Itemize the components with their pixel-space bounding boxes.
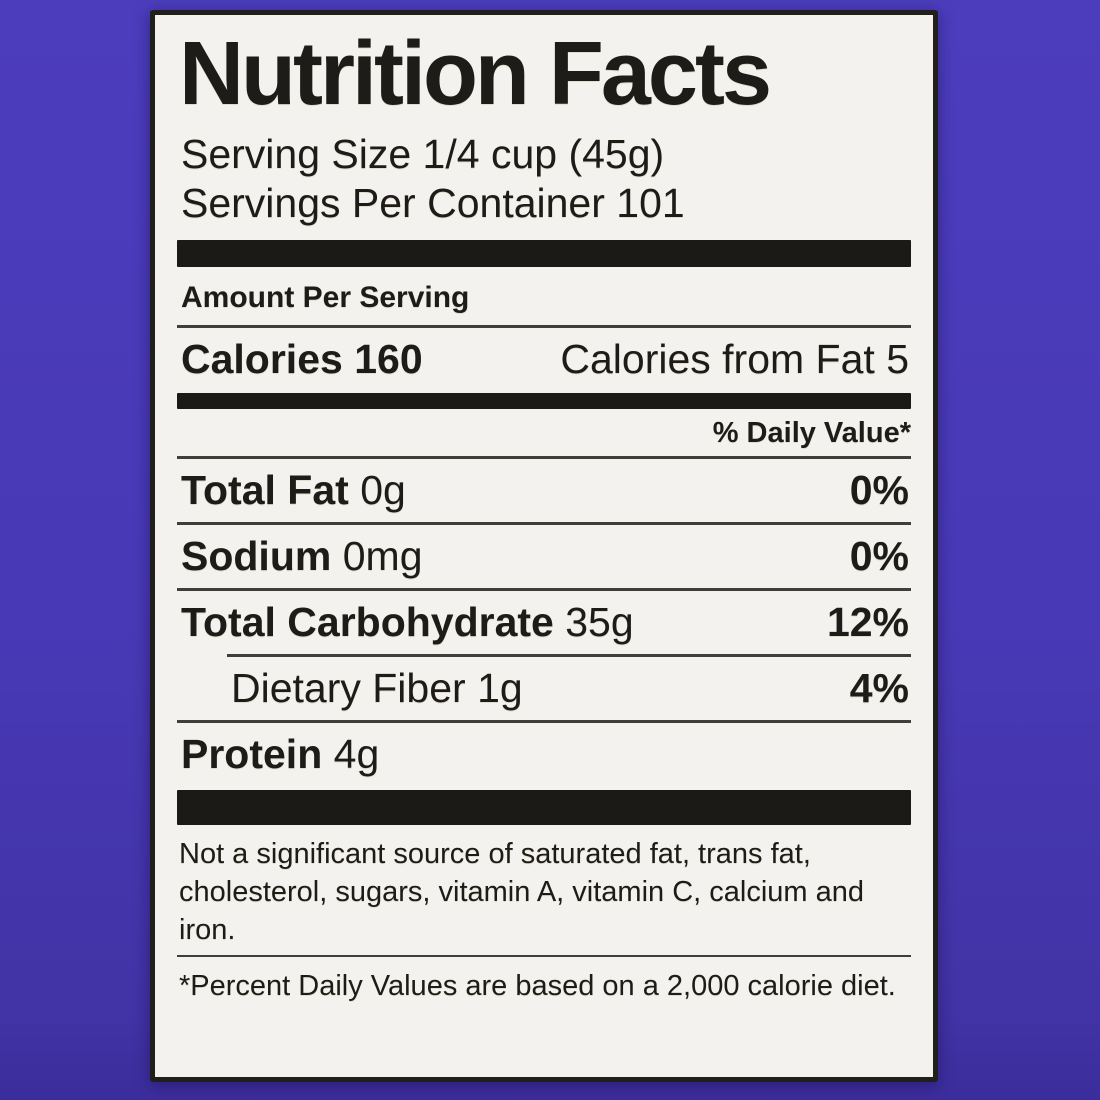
separator <box>177 719 911 723</box>
nutrient-text: Total Carbohydrate 35g <box>181 599 634 646</box>
nutrient-name: Protein <box>181 730 323 777</box>
thick-divider-top <box>177 239 911 267</box>
nutrient-name: Sodium <box>181 532 332 579</box>
thick-divider-calories <box>177 392 911 409</box>
daily-value-header: % Daily Value* <box>712 416 911 449</box>
nutrient-name: Dietary Fiber <box>231 664 466 711</box>
amount-per-serving-label: Amount Per Serving <box>181 280 470 314</box>
separator <box>177 455 911 459</box>
footnote-percent-daily-values: *Percent Daily Values are based on a 2,0… <box>179 969 896 1002</box>
separator <box>177 954 911 957</box>
nutrient-row-total-fat: Total Fat 0g 0% <box>177 459 911 522</box>
calories-label: Calories <box>181 335 343 382</box>
nutrient-name: Total Carbohydrate <box>181 598 554 645</box>
footnote-not-significant: Not a significant source of saturated fa… <box>179 837 864 946</box>
separator-indented <box>227 653 911 657</box>
calories-number: 160 <box>354 335 423 382</box>
nutrient-row-total-carbohydrate: Total Carbohydrate 35g 12% <box>177 591 911 654</box>
serving-info: Serving Size 1/4 cup (45g) Servings Per … <box>177 130 911 228</box>
nutrient-text: Dietary Fiber 1g <box>231 665 523 712</box>
nutrient-amount: 1g <box>477 664 523 711</box>
calories-value: Calories 160 <box>181 336 423 383</box>
nutrient-row-dietary-fiber: Dietary Fiber 1g 4% <box>177 657 911 720</box>
nutrient-daily-value: 4% <box>849 664 909 711</box>
calories-row: Calories 160 Calories from Fat 5 <box>177 328 911 393</box>
nutrient-amount: 4g <box>333 730 380 777</box>
nutrient-text: Protein 4g <box>181 731 379 778</box>
separator <box>177 521 911 525</box>
thick-divider-bottom <box>177 789 911 825</box>
label-title: Nutrition Facts <box>179 24 772 124</box>
nutrient-amount: 35g <box>565 598 634 645</box>
nutrition-facts-label: Nutrition Facts Serving Size 1/4 cup (45… <box>150 10 938 1082</box>
nutrient-amount: 0mg <box>342 532 423 579</box>
nutrient-name: Total Fat <box>181 466 349 513</box>
nutrient-daily-value: 0% <box>849 466 909 513</box>
nutrient-row-sodium: Sodium 0mg 0% <box>177 525 911 588</box>
nutrient-amount: 0g <box>360 466 406 513</box>
calories-from-fat: Calories from Fat 5 <box>560 335 909 382</box>
nutrient-row-protein: Protein 4g <box>177 723 911 786</box>
nutrient-text: Sodium 0mg <box>181 533 423 580</box>
nutrient-text: Total Fat 0g <box>181 467 406 514</box>
separator <box>177 587 911 591</box>
servings-per-container: Servings Per Container 101 <box>181 179 685 226</box>
serving-size: Serving Size 1/4 cup (45g) <box>181 130 665 177</box>
nutrient-daily-value: 0% <box>849 532 909 579</box>
separator <box>177 324 911 328</box>
nutrient-daily-value: 12% <box>826 598 909 645</box>
